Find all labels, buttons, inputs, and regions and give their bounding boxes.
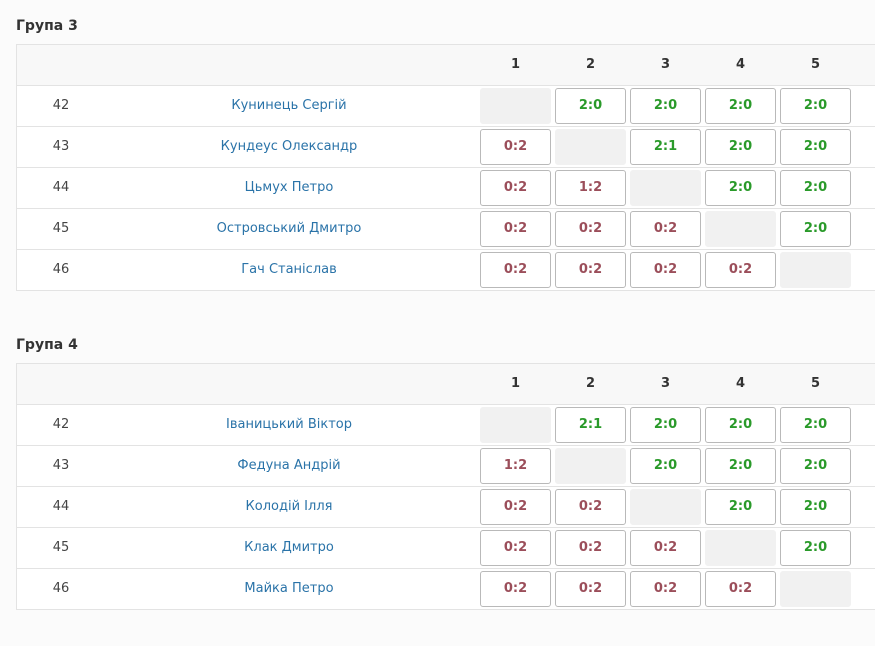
match-result-button[interactable]: 0:2 <box>480 211 551 247</box>
empty-cell <box>480 407 551 443</box>
match-result-button[interactable]: 2:0 <box>780 88 851 124</box>
table-row: 44 Цьмух Петро 0:2 1:2 2:0 2:0 <box>17 168 875 209</box>
match-result-button[interactable]: 0:2 <box>630 530 701 566</box>
empty-cell <box>555 129 626 165</box>
player-number: 44 <box>52 499 70 514</box>
match-result-button[interactable]: 2:0 <box>630 448 701 484</box>
match-result-button[interactable]: 2:1 <box>630 129 701 165</box>
match-result-button[interactable]: 1:2 <box>555 170 626 206</box>
match-result-button[interactable]: 2:0 <box>705 88 776 124</box>
match-result-button[interactable]: 2:0 <box>780 170 851 206</box>
column-header: 1 <box>510 376 521 391</box>
empty-cell <box>555 448 626 484</box>
results-table: 1 2 3 4 5 42 Кунинець Сергій 2:0 2:0 2:0 2:0 43 Кунд… <box>16 44 875 291</box>
player-name-link[interactable]: Колодій Ілля <box>245 499 333 514</box>
column-header: 2 <box>585 376 596 391</box>
match-result-button[interactable]: 0:2 <box>480 252 551 288</box>
table-row: 46 Майка Петро 0:2 0:2 0:2 0:2 <box>17 569 875 609</box>
player-number: 42 <box>52 417 70 432</box>
match-result-button[interactable]: 2:0 <box>705 129 776 165</box>
player-name-link[interactable]: Іваницький Віктор <box>226 417 352 432</box>
match-result-button[interactable]: 0:2 <box>555 530 626 566</box>
match-result-button[interactable]: 0:2 <box>630 571 701 607</box>
column-header: 3 <box>660 376 671 391</box>
player-name-link[interactable]: Кундеус Олександр <box>220 139 358 154</box>
results-table: 1 2 3 4 5 42 Іваницький Віктор 2:1 2:0 2:0 2:0 43 Фе… <box>16 363 875 610</box>
match-result-button[interactable]: 2:0 <box>555 88 626 124</box>
player-number: 45 <box>52 221 70 236</box>
player-number: 45 <box>52 540 70 555</box>
player-number: 42 <box>52 98 70 113</box>
match-result-button[interactable]: 2:1 <box>555 407 626 443</box>
match-result-button[interactable]: 0:2 <box>480 129 551 165</box>
table-header: 1 2 3 4 5 <box>17 45 875 86</box>
empty-cell <box>630 489 701 525</box>
table-row: 42 Іваницький Віктор 2:1 2:0 2:0 2:0 <box>17 405 875 446</box>
empty-cell <box>780 571 851 607</box>
match-result-button[interactable]: 2:0 <box>705 489 776 525</box>
table-row: 45 Островський Дмитро 0:2 0:2 0:2 2:0 <box>17 209 875 250</box>
match-result-button[interactable]: 0:2 <box>705 252 776 288</box>
match-result-button[interactable]: 0:2 <box>630 211 701 247</box>
player-name-link[interactable]: Майка Петро <box>244 581 334 596</box>
match-result-button[interactable]: 0:2 <box>480 571 551 607</box>
match-result-button[interactable]: 0:2 <box>555 211 626 247</box>
column-header: 2 <box>585 57 596 72</box>
match-result-button[interactable]: 2:0 <box>780 407 851 443</box>
player-number: 44 <box>52 180 70 195</box>
player-name-link[interactable]: Островський Дмитро <box>216 221 362 236</box>
match-result-button[interactable]: 0:2 <box>705 571 776 607</box>
match-result-button[interactable]: 0:2 <box>480 530 551 566</box>
player-number: 43 <box>52 139 70 154</box>
table-header: 1 2 3 4 5 <box>17 364 875 405</box>
player-name-link[interactable]: Кунинець Сергій <box>231 98 347 113</box>
player-number: 46 <box>52 262 70 277</box>
player-number: 46 <box>52 581 70 596</box>
table-row: 46 Гач Станіслав 0:2 0:2 0:2 0:2 <box>17 250 875 290</box>
match-result-button[interactable]: 2:0 <box>780 530 851 566</box>
column-header: 4 <box>735 57 746 72</box>
table-row: 43 Кундеус Олександр 0:2 2:1 2:0 2:0 <box>17 127 875 168</box>
empty-cell <box>705 211 776 247</box>
match-result-button[interactable]: 2:0 <box>780 211 851 247</box>
column-header: 3 <box>660 57 671 72</box>
player-name-link[interactable]: Клак Дмитро <box>244 540 334 555</box>
player-name-link[interactable]: Федуна Андрій <box>237 458 341 473</box>
match-result-button[interactable]: 0:2 <box>630 252 701 288</box>
match-result-button[interactable]: 2:0 <box>705 407 776 443</box>
match-result-button[interactable]: 1:2 <box>480 448 551 484</box>
match-result-button[interactable]: 2:0 <box>780 489 851 525</box>
match-result-button[interactable]: 2:0 <box>630 88 701 124</box>
match-result-button[interactable]: 2:0 <box>705 170 776 206</box>
player-name-link[interactable]: Гач Станіслав <box>241 262 337 277</box>
table-row: 44 Колодій Ілля 0:2 0:2 2:0 2:0 <box>17 487 875 528</box>
empty-cell <box>705 530 776 566</box>
empty-cell <box>780 252 851 288</box>
group-title: Група 4 <box>16 337 78 353</box>
column-header: 5 <box>810 376 821 391</box>
match-result-button[interactable]: 0:2 <box>480 170 551 206</box>
match-result-button[interactable]: 0:2 <box>555 489 626 525</box>
group-title: Група 3 <box>16 18 78 34</box>
match-result-button[interactable]: 2:0 <box>780 129 851 165</box>
table-row: 43 Федуна Андрій 1:2 2:0 2:0 2:0 <box>17 446 875 487</box>
column-header: 1 <box>510 57 521 72</box>
match-result-button[interactable]: 2:0 <box>705 448 776 484</box>
empty-cell <box>630 170 701 206</box>
column-header: 5 <box>810 57 821 72</box>
table-row: 42 Кунинець Сергій 2:0 2:0 2:0 2:0 <box>17 86 875 127</box>
player-name-link[interactable]: Цьмух Петро <box>244 180 334 195</box>
match-result-button[interactable]: 2:0 <box>630 407 701 443</box>
match-result-button[interactable]: 0:2 <box>480 489 551 525</box>
empty-cell <box>480 88 551 124</box>
column-header: 4 <box>735 376 746 391</box>
match-result-button[interactable]: 0:2 <box>555 571 626 607</box>
match-result-button[interactable]: 2:0 <box>780 448 851 484</box>
match-result-button[interactable]: 0:2 <box>555 252 626 288</box>
table-row: 45 Клак Дмитро 0:2 0:2 0:2 2:0 <box>17 528 875 569</box>
player-number: 43 <box>52 458 70 473</box>
